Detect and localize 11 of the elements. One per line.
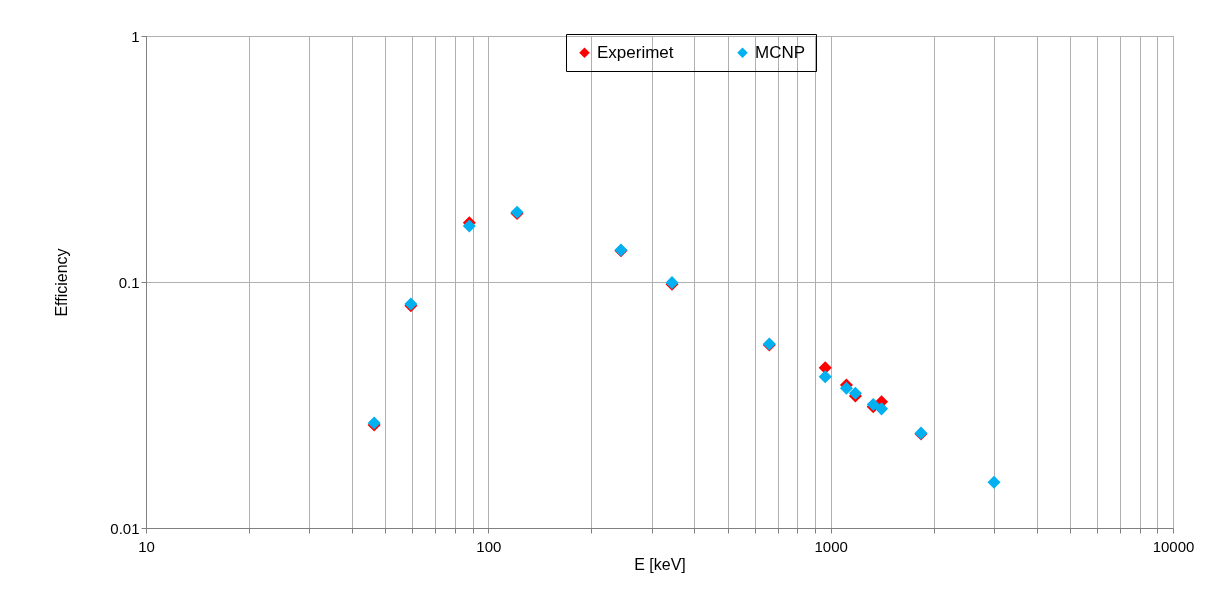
x-tick-label: 10000 [1152, 537, 1195, 555]
x-tick-label: 1000 [814, 537, 848, 555]
legend-label: MCNP [755, 42, 806, 62]
y-tick-label: 0.1 [118, 273, 140, 291]
legend-label: Experimet [597, 42, 674, 62]
y-tick-label: 0.01 [110, 519, 140, 537]
x-axis-title: E [keV] [634, 555, 686, 573]
x-tick-label: 10 [138, 537, 155, 555]
x-tick-label: 100 [476, 537, 502, 555]
y-axis-title: Efficiency [53, 248, 71, 317]
y-tick-label: 1 [131, 27, 140, 45]
